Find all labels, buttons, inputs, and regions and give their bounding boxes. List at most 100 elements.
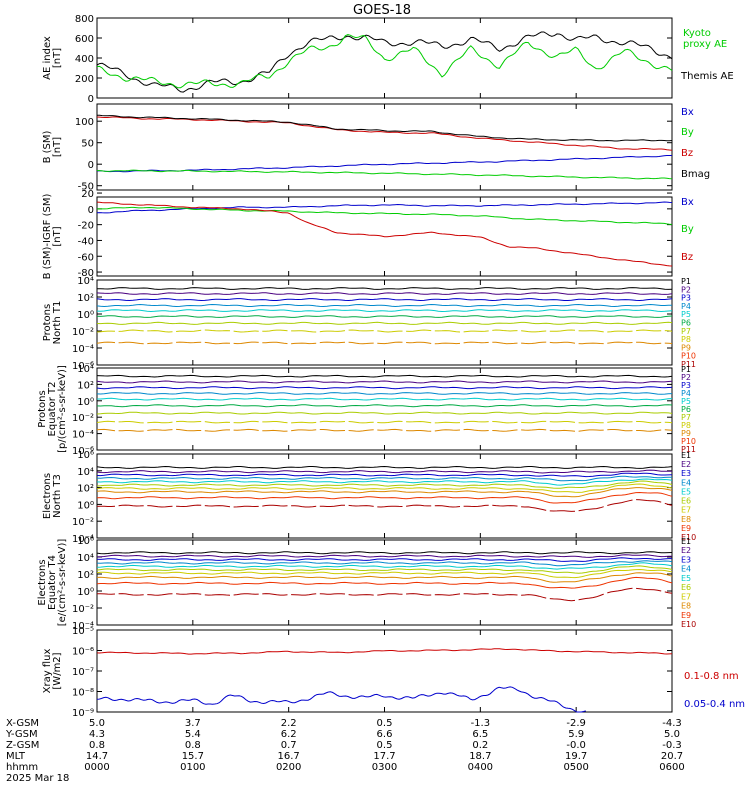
series-line-themis-ae — [96, 31, 673, 93]
channel-line-e10 — [549, 598, 576, 602]
channel-line-e10 — [377, 505, 403, 508]
channel-line-e6 — [96, 480, 673, 489]
channel-line-p8 — [204, 421, 231, 424]
channel-line-p8 — [291, 421, 317, 424]
footer-value: -4.3 — [662, 718, 682, 729]
channel-line-e5 — [96, 562, 673, 570]
y-tick-label: 200 — [75, 74, 94, 85]
channel-line-p9 — [233, 341, 259, 345]
y-tick-label: 0 — [88, 205, 94, 216]
footer-value: 0200 — [276, 762, 301, 773]
legend-entry: E10 — [681, 620, 696, 629]
channel-line-p9 — [319, 341, 346, 344]
legend-entry: E5 — [681, 487, 691, 496]
footer-ephemeris: X-GSM 5.0 3.7 2.2 0.5 -1.3 -2.9 -4.3 Y-GSM 4.3 5.4… — [5, 718, 685, 784]
channel-line-e10 — [96, 593, 116, 595]
channel-line-p9 — [262, 341, 288, 345]
channel-line-e10 — [233, 593, 259, 596]
channel-line-p6 — [96, 404, 673, 408]
channel-line-p9 — [319, 429, 346, 432]
y-tick-label: 10⁻⁵ — [72, 626, 94, 637]
legend-entry: E8 — [681, 602, 691, 611]
footer-value: 5.0 — [664, 729, 680, 740]
y-tick-label: 10⁰ — [77, 587, 94, 598]
channel-line-p9 — [463, 341, 489, 344]
channel-line-p6 — [96, 315, 673, 318]
y-tick-label: 10⁻² — [72, 517, 94, 528]
channel-line-e10 — [406, 593, 432, 596]
channel-line-p9 — [406, 430, 432, 432]
channel-line-e10 — [434, 505, 461, 508]
y-axis-label: Protons — [37, 390, 48, 427]
footer-value: 15.7 — [182, 751, 204, 762]
footer-value: 6.2 — [281, 729, 297, 740]
channel-line-e7 — [96, 483, 673, 493]
y-tick-label: 10⁶ — [77, 450, 94, 461]
y-axis-label: Xray flux — [42, 649, 53, 694]
y-tick-label: 10⁻⁴ — [72, 534, 94, 545]
footer-value: 0000 — [84, 762, 109, 773]
channel-line-p9 — [492, 341, 518, 345]
legend-entry: Themis AE — [680, 71, 734, 82]
y-tick-label: 800 — [75, 14, 94, 25]
legend-entry: P6 — [681, 405, 691, 414]
channel-line-p3 — [96, 298, 673, 302]
footer-value: 5.9 — [568, 729, 584, 740]
channel-line-e2 — [96, 469, 672, 474]
legend-entry: P9 — [681, 343, 691, 352]
legend-entry: Bz — [681, 252, 693, 263]
channel-line-p7 — [96, 321, 673, 325]
footer-value: 0.7 — [281, 740, 297, 751]
channel-line-e5 — [96, 478, 673, 486]
channel-line-p9 — [348, 341, 374, 345]
channel-line-p8 — [233, 330, 259, 333]
panel-frame — [96, 367, 673, 451]
legend-entry: E2 — [681, 460, 691, 469]
y-tick-label: 10⁻⁷ — [72, 667, 94, 678]
channel-line-e10 — [406, 504, 432, 507]
y-tick-label: 10² — [77, 484, 94, 495]
channel-line-p9 — [434, 342, 461, 345]
legend-entry: P3 — [681, 294, 691, 303]
channel-line-p8 — [463, 420, 489, 423]
y-tick-label: 10² — [77, 380, 94, 391]
channel-line-p8 — [233, 420, 259, 424]
channel-line-p8 — [549, 421, 576, 423]
channel-line-p9 — [348, 429, 374, 432]
channel-line-e10 — [664, 591, 673, 594]
legend-entry: Bx — [681, 197, 694, 208]
legend-entry: E9 — [681, 524, 691, 533]
channel-line-p8 — [118, 421, 144, 424]
footer-value: 0300 — [372, 762, 397, 773]
channel-line-e10 — [291, 505, 317, 508]
legend-entry: P3 — [681, 381, 691, 390]
series-line-bmag — [96, 114, 673, 142]
channel-line-e1 — [96, 551, 673, 555]
legend-entry: E8 — [681, 515, 691, 524]
channel-line-p8 — [319, 420, 346, 423]
footer-value: 0.5 — [377, 740, 393, 751]
channel-line-p8 — [636, 421, 662, 424]
channel-line-p8 — [636, 329, 662, 332]
y-tick-label: 10⁴ — [77, 364, 94, 375]
channel-line-p8 — [348, 421, 374, 424]
y-tick-label: 10⁰ — [77, 500, 94, 511]
channel-line-p8 — [377, 420, 403, 424]
legend-entry: P1 — [681, 365, 691, 374]
y-axis-label: [e/(cm²-s-sr-keV)] — [57, 539, 68, 627]
channel-line-e4 — [96, 475, 672, 482]
channel-line-p9 — [96, 341, 116, 344]
footer-value: 5.4 — [185, 729, 201, 740]
channel-line-e10 — [176, 593, 202, 595]
channel-line-e10 — [262, 504, 288, 507]
legend-entry: Bmag — [681, 169, 710, 180]
y-tick-label: 10⁴ — [77, 276, 94, 287]
channel-line-p9 — [492, 429, 518, 432]
channel-line-e10 — [262, 593, 288, 596]
series-line-0-05-0-4-nm — [96, 686, 586, 713]
y-tick-label: 10⁻⁶ — [72, 361, 94, 372]
channel-line-p9 — [96, 428, 116, 432]
